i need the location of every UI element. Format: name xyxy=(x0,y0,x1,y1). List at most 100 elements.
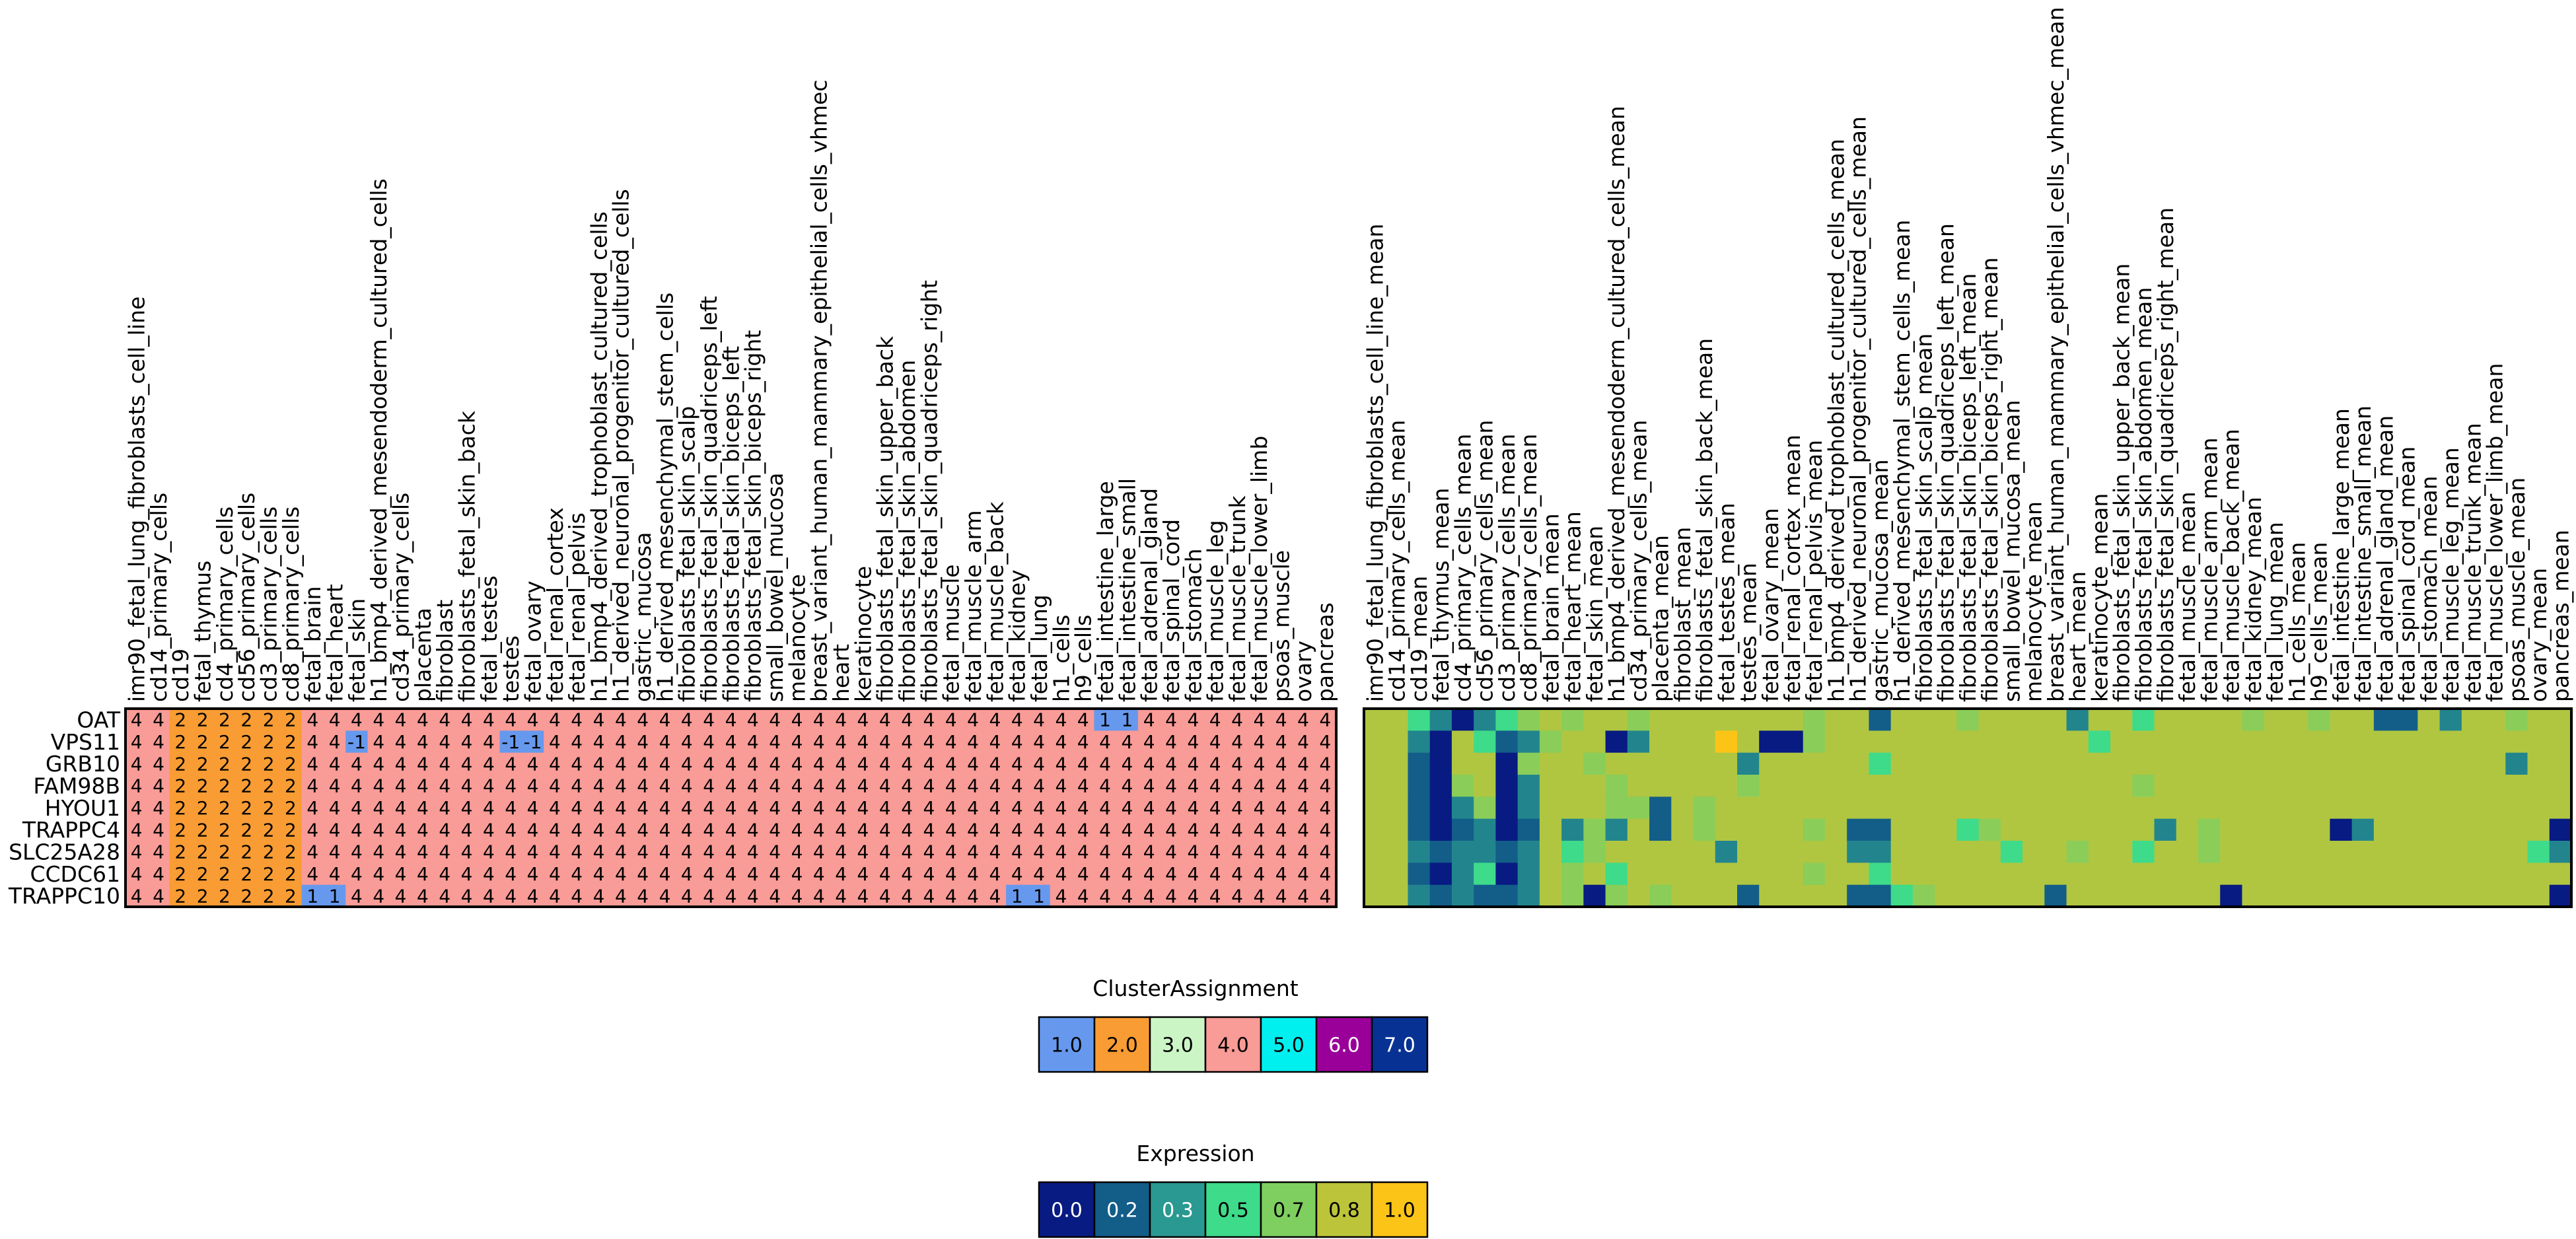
cell-value-label: 4 xyxy=(571,797,583,819)
cell-value-label: 1 xyxy=(1033,885,1045,907)
heatmap-cell xyxy=(2264,841,2287,863)
heatmap-cell xyxy=(1248,818,1271,841)
heatmap-cell xyxy=(1803,752,1826,775)
legend-label: 6.0 xyxy=(1328,1034,1360,1057)
cell-value-label: 4 xyxy=(791,731,803,753)
heatmap-cell xyxy=(2022,709,2045,731)
cell-value-label: 4 xyxy=(329,863,341,885)
heatmap-cell xyxy=(191,752,214,775)
cell-value-label: 4 xyxy=(439,797,450,819)
cell-value-label: 4 xyxy=(659,863,671,885)
heatmap-cell xyxy=(1517,884,1540,907)
legend-label: 0.2 xyxy=(1106,1199,1138,1222)
heatmap-cell xyxy=(2308,775,2330,797)
column-label: fibroblasts_fetal_skin_biceps_left_mean xyxy=(1955,273,1981,702)
heatmap-cell xyxy=(610,884,633,907)
heatmap-cell xyxy=(235,730,258,754)
heatmap-cell xyxy=(1006,730,1029,754)
cell-value-label: 4 xyxy=(791,797,803,819)
heatmap-cell xyxy=(2351,884,2375,907)
heatmap-cell xyxy=(455,818,478,841)
heatmap-cell xyxy=(2439,775,2462,797)
heatmap-cell xyxy=(1912,752,1935,775)
heatmap-cell xyxy=(2132,796,2155,820)
heatmap-cell xyxy=(1386,752,1409,775)
heatmap-cell xyxy=(2264,752,2287,775)
heatmap-cell xyxy=(610,709,633,731)
cell-value-label: 4 xyxy=(373,885,384,907)
heatmap-cell xyxy=(1138,709,1161,731)
column-label: fetal_kidney_mean xyxy=(2240,497,2266,702)
heatmap-cell xyxy=(1956,709,1980,731)
cell-value-label: 4 xyxy=(1143,731,1155,753)
heatmap-cell xyxy=(235,884,258,907)
cell-value-label: 4 xyxy=(967,775,979,797)
heatmap-cell xyxy=(1451,752,1474,775)
cell-value-label: 4 xyxy=(131,863,143,885)
heatmap-cell xyxy=(323,709,346,731)
heatmap-cell xyxy=(1364,775,1386,797)
heatmap-cell xyxy=(587,796,610,820)
cell-value-label: 4 xyxy=(1187,731,1199,753)
cell-value-label: 4 xyxy=(1253,841,1265,863)
heatmap-cell xyxy=(587,752,610,775)
heatmap-cell xyxy=(653,863,676,886)
cell-value-label: 2 xyxy=(263,731,275,753)
heatmap-cell xyxy=(1204,752,1227,775)
cell-value-label: 4 xyxy=(1275,841,1287,863)
heatmap-cell xyxy=(1561,775,1584,797)
heatmap-cell xyxy=(2132,863,2155,886)
heatmap-cell xyxy=(719,752,742,775)
heatmap-cell xyxy=(2439,796,2462,820)
heatmap-cell xyxy=(1292,818,1315,841)
heatmap-cell xyxy=(2285,841,2308,863)
heatmap-cell xyxy=(1737,818,1760,841)
heatmap-cell xyxy=(764,884,787,907)
heatmap-cell xyxy=(940,796,963,820)
heatmap-cell xyxy=(808,752,831,775)
cell-value-label: 4 xyxy=(791,863,803,885)
cell-value-label: 4 xyxy=(857,731,869,753)
heatmap-cell xyxy=(1824,709,1847,731)
column-label: cd4_primary_cells xyxy=(212,507,238,702)
heatmap-cell xyxy=(125,841,148,863)
heatmap-cell xyxy=(2351,796,2375,820)
cell-value-label: 2 xyxy=(263,753,275,775)
heatmap-cell xyxy=(213,884,236,907)
heatmap-cell xyxy=(1226,796,1249,820)
heatmap-cell xyxy=(1781,818,1804,841)
column-label: fibroblasts_fetal_skin_quadriceps_left xyxy=(696,296,722,702)
cell-value-label: 4 xyxy=(593,841,605,863)
cell-value-label: 4 xyxy=(527,709,539,731)
column-label: fibroblasts_fetal_skin_biceps_left xyxy=(718,346,744,702)
cell-value-label: 4 xyxy=(1253,819,1265,841)
heatmap-cell xyxy=(2176,863,2199,886)
column-label: fetal_skin xyxy=(344,598,370,702)
cell-value-label: 4 xyxy=(835,819,847,841)
heatmap-cell xyxy=(1006,818,1029,841)
heatmap-cell xyxy=(1824,884,1847,907)
cell-value-label: 4 xyxy=(593,885,605,907)
column-label: small_bowel_mucosa_mean xyxy=(1999,400,2024,702)
heatmap-cell xyxy=(1270,709,1293,731)
heatmap-cell xyxy=(1116,730,1139,754)
heatmap-cell xyxy=(2044,841,2067,863)
cell-value-label: 4 xyxy=(1209,709,1221,731)
cell-value-label: 4 xyxy=(153,775,164,797)
heatmap-cell xyxy=(785,863,808,886)
heatmap-cell xyxy=(2351,863,2375,886)
heatmap-cell xyxy=(874,884,897,907)
heatmap-cell xyxy=(610,863,633,886)
cell-value-label: 4 xyxy=(1275,731,1287,753)
heatmap-cell xyxy=(301,884,324,907)
heatmap-cell xyxy=(2549,775,2572,797)
heatmap-cell xyxy=(1890,841,1914,863)
heatmap-cell xyxy=(1028,884,1051,907)
heatmap-cell xyxy=(257,818,280,841)
cell-value-label: 2 xyxy=(219,819,231,841)
heatmap-cell xyxy=(125,730,148,754)
heatmap-cell xyxy=(676,752,699,775)
legend-label: 7.0 xyxy=(1384,1034,1415,1057)
heatmap-cell xyxy=(610,818,633,841)
